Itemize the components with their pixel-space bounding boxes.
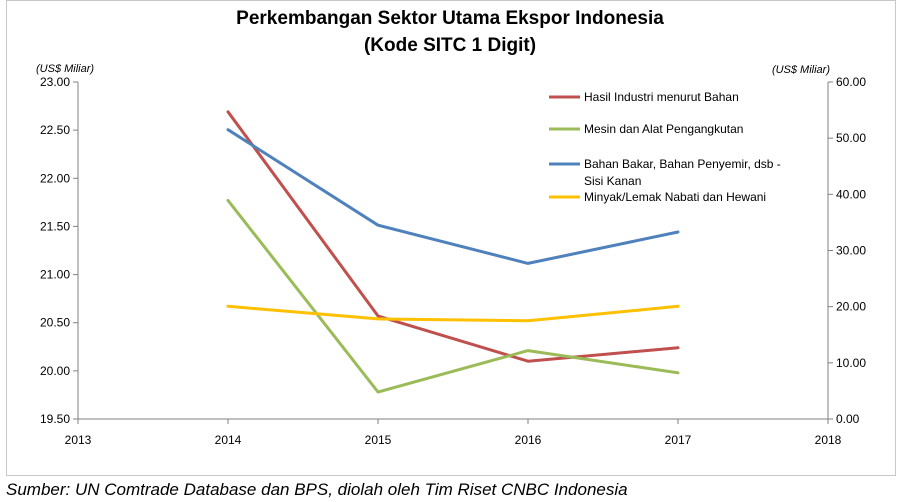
left-tick-label: 21.00 (40, 268, 70, 282)
left-tick-label: 21.50 (40, 219, 70, 233)
left-tick-label: 22.00 (40, 171, 70, 185)
right-tick-label: 0.00 (836, 412, 860, 426)
source-note: Sumber: UN Comtrade Database dan BPS, di… (6, 480, 628, 499)
right-tick-label: 60.00 (836, 75, 866, 89)
right-tick-label: 10.00 (836, 356, 866, 370)
chart-title-line: Perkembangan Sektor Utama Ekspor Indones… (236, 8, 664, 29)
right-tick-label: 20.00 (836, 300, 866, 314)
x-tick-label: 2014 (215, 433, 242, 447)
left-tick-label: 23.00 (40, 75, 70, 89)
right-axis-unit: (US$ Miliar) (772, 64, 830, 76)
chart-frame (6, 0, 896, 476)
x-tick-label: 2016 (515, 433, 542, 447)
series-line-4 (226, 304, 680, 323)
left-tick-label: 22.50 (40, 123, 70, 137)
left-tick-label: 19.50 (40, 412, 70, 426)
legend-label-2: Mesin dan Alat Pengangkutan (584, 122, 743, 136)
left-tick-label: 20.00 (40, 364, 70, 378)
line-chart: Perkembangan Sektor Utama Ekspor Indones… (36, 8, 866, 447)
legend-label-4: Minyak/Lemak Nabati dan Hewani (584, 190, 766, 204)
x-tick-label: 2018 (815, 433, 842, 447)
left-tick-label: 20.50 (40, 316, 70, 330)
right-tick-label: 40.00 (836, 187, 866, 201)
series-line-1 (226, 110, 680, 363)
x-tick-label: 2015 (365, 433, 392, 447)
series-line-3 (226, 128, 680, 265)
right-tick-label: 30.00 (836, 244, 866, 258)
left-axis-unit: (US$ Miliar) (36, 63, 94, 75)
legend-label-1: Hasil Industri menurut Bahan (584, 90, 739, 104)
legend-label-3: Sisi Kanan (584, 174, 641, 188)
x-tick-label: 2013 (65, 433, 92, 447)
series-line-2 (226, 198, 680, 394)
chart-title-line: (Kode SITC 1 Digit) (364, 35, 536, 56)
right-tick-label: 50.00 (836, 131, 866, 145)
legend-label-3: Bahan Bakar, Bahan Penyemir, dsb - (584, 157, 781, 171)
x-tick-label: 2017 (665, 433, 692, 447)
